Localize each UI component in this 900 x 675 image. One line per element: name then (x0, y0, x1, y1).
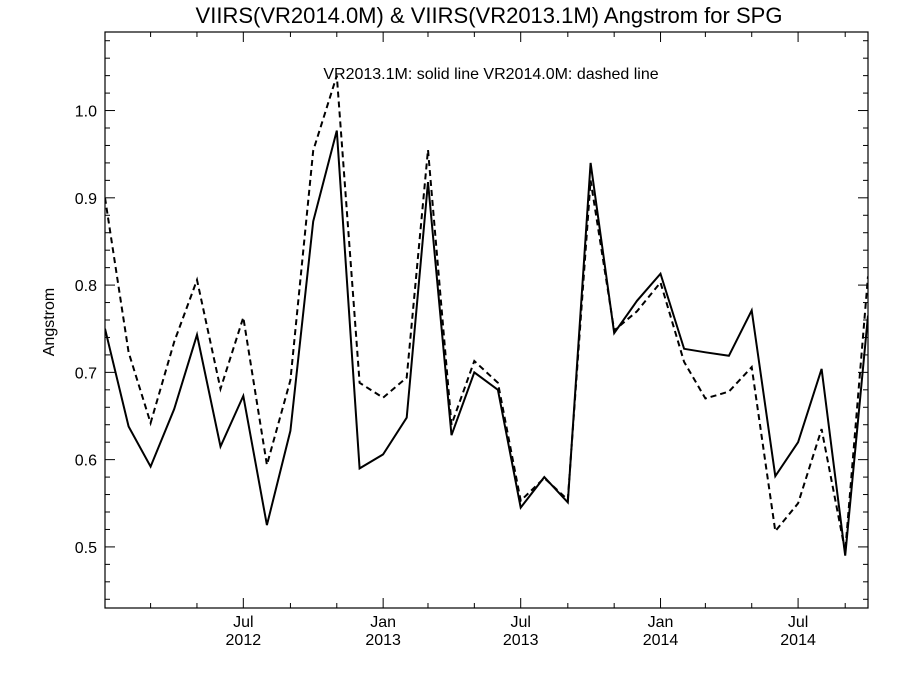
x-tick-label-month: Jul (233, 614, 253, 631)
x-tick-label-month: Jan (648, 614, 674, 631)
x-tick-label-month: Jul (788, 614, 808, 631)
y-tick-labels: 0.5 0.6 0.7 0.8 0.9 1.0 (75, 104, 97, 557)
x-tick-label-year: 2012 (226, 632, 262, 649)
y-tick-label: 0.5 (75, 540, 97, 557)
y-axis-label: Angstrom (41, 288, 58, 356)
x-tick-label-year: 2013 (365, 632, 401, 649)
line-style-annotation: VR2013.1M: solid line VR2014.0M: dashed … (323, 66, 658, 83)
series-line-vr2014-0m (105, 75, 868, 552)
x-tick-label-month: Jan (370, 614, 396, 631)
x-tick-label-month: Jul (510, 614, 530, 631)
y-tick-label: 0.8 (75, 278, 97, 295)
y-tick-label: 1.0 (75, 104, 97, 121)
series-lines (105, 75, 868, 556)
axis-ticks (104, 32, 868, 608)
x-tick-label-year: 2013 (503, 632, 539, 649)
y-tick-label: 0.6 (75, 453, 97, 470)
x-tick-label-year: 2014 (780, 632, 816, 649)
x-tick-label-year: 2014 (643, 632, 679, 649)
series-line-vr2013-1m (105, 130, 868, 556)
chart-title: VIIRS(VR2014.0M) & VIIRS(VR2013.1M) Angs… (196, 3, 783, 28)
y-tick-label: 0.7 (75, 365, 97, 382)
y-tick-label: 0.9 (75, 191, 97, 208)
